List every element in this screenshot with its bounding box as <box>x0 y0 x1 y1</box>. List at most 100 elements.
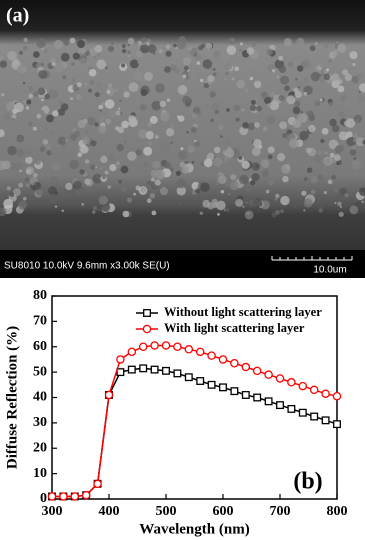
y-tick-label: 60 <box>33 339 47 354</box>
grain <box>183 65 189 71</box>
grain <box>355 137 365 147</box>
grain <box>101 101 106 106</box>
grain <box>178 203 181 206</box>
marker <box>264 370 273 379</box>
grain <box>61 209 64 212</box>
grain <box>182 74 187 79</box>
marker <box>150 341 159 350</box>
grain <box>206 42 213 49</box>
x-tick-label: 300 <box>42 504 63 519</box>
grain <box>3 198 13 209</box>
grain <box>133 192 137 196</box>
grain <box>70 97 74 101</box>
grain <box>51 61 56 67</box>
grain <box>176 186 186 196</box>
grain <box>195 54 202 61</box>
grain <box>24 177 30 183</box>
grain <box>164 66 171 73</box>
grain <box>301 59 311 69</box>
grain <box>55 62 65 72</box>
grain <box>117 165 121 169</box>
grain <box>41 98 44 102</box>
marker <box>230 358 239 368</box>
grain <box>228 37 236 44</box>
grain <box>238 156 243 160</box>
grain <box>256 105 262 112</box>
grain <box>0 60 7 68</box>
grain <box>122 210 130 218</box>
grain <box>94 122 99 127</box>
grain <box>98 115 106 123</box>
grain <box>9 192 15 198</box>
grain <box>144 71 153 81</box>
grain <box>121 186 127 192</box>
grain <box>303 177 309 182</box>
grain <box>327 179 333 185</box>
y-axis-label: Diffuse Reflection (%) <box>4 326 20 469</box>
grain <box>246 187 252 193</box>
grain <box>94 92 100 98</box>
grain <box>22 82 26 85</box>
grain <box>242 205 245 208</box>
grain <box>328 101 334 107</box>
grain <box>41 153 45 157</box>
grain <box>45 127 48 130</box>
grain <box>50 57 56 63</box>
grain <box>187 145 195 153</box>
grain <box>300 111 304 114</box>
y-tick-label: 20 <box>33 440 47 455</box>
grain <box>146 198 152 204</box>
grain <box>11 117 15 122</box>
grain <box>197 111 202 116</box>
grain <box>282 175 289 183</box>
marker <box>321 389 330 398</box>
grain <box>84 83 88 86</box>
marker <box>127 365 136 374</box>
grain <box>308 39 312 42</box>
grain <box>239 48 243 53</box>
grain <box>247 212 250 215</box>
grain <box>182 95 191 104</box>
grain <box>359 83 365 92</box>
grain <box>147 180 152 185</box>
marker <box>93 479 102 489</box>
sem-image: (a) SU8010 10.0kV 9.6mm x3.00k SE(U) 10.… <box>0 0 365 278</box>
grain <box>44 93 50 100</box>
grain <box>71 78 76 83</box>
grain <box>234 66 239 71</box>
grain <box>155 135 159 139</box>
grain <box>46 114 54 123</box>
grain <box>23 99 27 104</box>
grain <box>0 55 4 61</box>
grain <box>297 65 304 72</box>
grain <box>220 52 230 62</box>
grain <box>135 50 143 58</box>
grain <box>350 97 354 101</box>
grain <box>98 125 107 134</box>
grain <box>104 170 109 175</box>
grain <box>176 39 187 50</box>
grain <box>252 69 257 75</box>
grain <box>128 115 136 123</box>
grain <box>95 174 100 179</box>
sem-texture <box>0 36 365 220</box>
grain <box>266 48 273 56</box>
grain <box>324 151 328 155</box>
marker <box>195 347 205 357</box>
grain <box>212 72 217 77</box>
grain <box>323 157 331 165</box>
grain <box>32 126 37 131</box>
grain <box>140 89 148 97</box>
grain <box>69 159 79 170</box>
grain <box>100 167 103 170</box>
marker <box>139 364 148 373</box>
grain <box>235 117 240 122</box>
grain <box>109 164 117 172</box>
grain <box>250 99 256 105</box>
grain <box>52 110 59 117</box>
grain <box>138 129 148 139</box>
marker <box>287 404 296 413</box>
grain <box>115 161 120 166</box>
grain <box>278 95 285 102</box>
grain <box>207 75 215 83</box>
